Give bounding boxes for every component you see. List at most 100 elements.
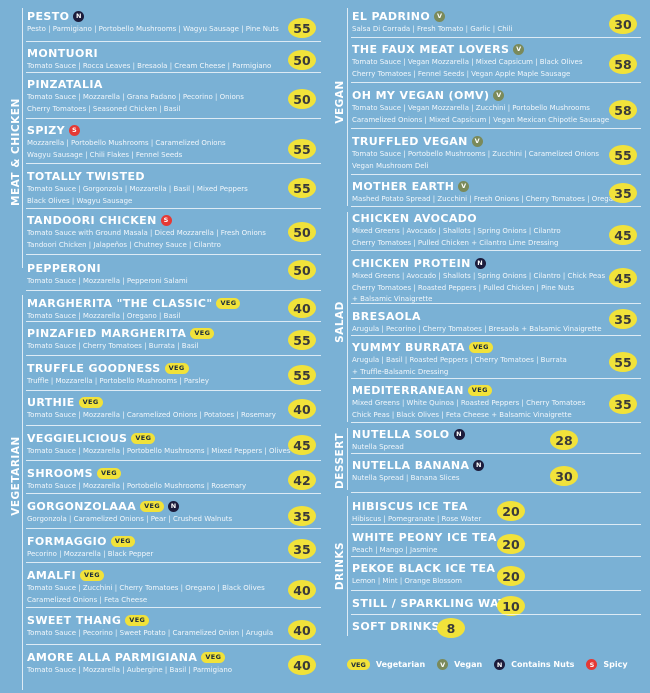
item-title: CHICKEN AVOCADO: [352, 212, 478, 225]
row-divider: [351, 250, 641, 251]
item-title: CHICKEN PROTEIN: [352, 257, 471, 270]
item-description: Mixed Greens | White Quinoa | Roasted Pe…: [352, 399, 586, 407]
left-menu-item: PESTO N Pesto | Parmigiano | Portobello Mu…: [27, 10, 279, 35]
row-divider: [351, 524, 641, 525]
item-name: PINZATALIA: [27, 78, 244, 91]
item-description: Nutella Spread | Banana Slices: [352, 474, 460, 482]
item-name: NUTELLA SOLO N: [352, 428, 465, 441]
item-description: Caramelized Onions | Mixed Capsicum | Ve…: [352, 115, 610, 124]
item-badge-v: V: [458, 181, 470, 192]
legend-nuts-badge: N: [494, 659, 506, 670]
price-badge: 50: [288, 89, 316, 109]
right-menu-item: STILL / SPARKLING WATER: [352, 597, 523, 610]
row-divider: [351, 614, 641, 615]
row-divider: [351, 82, 641, 83]
item-description: Cherry Tomatoes | Fennel Seeds | Vegan A…: [352, 69, 571, 78]
item-title: AMALFI: [27, 569, 76, 582]
item-name: STILL / SPARKLING WATER: [352, 597, 523, 610]
item-description: Pesto | Parmigiano | Portobello Mushroom…: [27, 25, 279, 33]
item-badge-n: N: [73, 11, 85, 22]
item-title: BRESAOLA: [352, 310, 421, 323]
item-description: Pecorino | Mozzarella | Black Pepper: [27, 550, 154, 558]
row-divider: [351, 453, 641, 454]
item-description: Arugula | Basil | Roasted Peppers | Cher…: [352, 356, 567, 364]
item-name: HIBISCUS ICE TEA: [352, 500, 481, 513]
item-badge-veg: VEG: [125, 615, 150, 626]
right-menu-item: HIBISCUS ICE TEA Hibiscus | Pomegranate |…: [352, 500, 481, 525]
price-badge: 20: [497, 566, 525, 586]
item-title: URTHIE: [27, 396, 75, 409]
item-name: NUTELLA BANANA N: [352, 459, 485, 472]
item-title: HIBISCUS ICE TEA: [352, 500, 468, 513]
price-badge: 58: [609, 100, 637, 120]
left-menu-item: SPIZY S Mozzarella | Portobello Mushrooms …: [27, 124, 226, 160]
price-badge: 50: [288, 50, 316, 70]
item-description: Mozzarella | Portobello Mushrooms | Cara…: [27, 139, 226, 147]
item-badge-veg: VEG: [467, 385, 492, 396]
price-badge: 30: [550, 466, 578, 486]
left-menu-item: MONTUORI Tomato Sauce | Rocca Leaves | Br…: [27, 47, 271, 72]
right-menu-item: MOTHER EARTH V Mashed Potato Spread | Zucc…: [352, 180, 622, 205]
price-badge: 55: [288, 330, 316, 350]
left-menu-item: GORGONZOLAAA VEG N Gorgonzola | Caramelized…: [27, 500, 232, 525]
section-drinks: DRINKS: [334, 541, 346, 591]
item-description: Nutella Spread: [352, 443, 404, 451]
item-name: SOFT DRINKS: [352, 620, 440, 633]
item-description: + Balsamic Vinaigrette: [352, 295, 433, 303]
item-badge-veg: VEG: [164, 363, 189, 374]
row-divider: [26, 460, 321, 461]
row-divider: [26, 493, 321, 494]
item-description: Cherry Tomatoes | Seasoned Chicken | Bas…: [27, 104, 181, 113]
item-name: PEPPERONI: [27, 262, 188, 275]
right-menu-item: NUTELLA SOLO N Nutella Spread: [352, 428, 465, 453]
row-divider: [26, 390, 321, 391]
item-description: Tomato Sauce | Mozzarella | Oregano | Ba…: [27, 312, 181, 320]
row-divider: [26, 290, 321, 291]
price-badge: 35: [609, 394, 637, 414]
price-badge: 35: [288, 506, 316, 526]
item-badge-veg: VEG: [468, 342, 493, 353]
divider-vegetarian: [22, 295, 23, 690]
right-menu-item: WHITE PEONY ICE TEA Peach | Mango | Jasmi…: [352, 531, 497, 556]
item-description: Gorgonzola | Caramelized Onions | Pear |…: [27, 515, 233, 523]
item-name: EL PADRINO V: [352, 10, 513, 23]
item-badge-veg: VEG: [216, 298, 241, 309]
item-badge-n: N: [474, 258, 486, 269]
item-name: VEGGIELICIOUS VEG: [27, 432, 290, 445]
row-divider: [26, 355, 321, 356]
legend-vegan-label: Vegan: [454, 660, 483, 669]
legend: VEG Vegetarian V Vegan N Contains Nuts S…: [347, 659, 634, 670]
divider-dessert: [347, 428, 348, 490]
item-title: TRUFFLED VEGAN: [352, 135, 468, 148]
price-badge: 45: [609, 268, 637, 288]
price-badge: 55: [288, 365, 316, 385]
item-title: TRUFFLE GOODNESS: [27, 362, 161, 375]
item-name: TOTALLY TWISTED: [27, 170, 248, 183]
price-badge: 42: [288, 470, 316, 490]
item-description: Cherry Tomatoes | Pulled Chicken + Cilan…: [352, 238, 559, 247]
right-menu-item: NUTELLA BANANA N Nutella Spread | Banana S…: [352, 459, 485, 484]
left-menu-item: PINZATALIA Tomato Sauce | Mozzarella | Gr…: [27, 78, 244, 114]
item-badge-v: V: [471, 136, 483, 147]
price-badge: 30: [609, 14, 637, 34]
item-description: Black Olives | Wagyu Sausage: [27, 196, 133, 205]
price-badge: 55: [288, 178, 316, 198]
item-name: TRUFFLED VEGAN V: [352, 135, 599, 148]
item-description: Tomato Sauce | Vegan Mozzarella | Zucchi…: [352, 104, 590, 112]
divider-salad: [347, 212, 348, 422]
item-title: MEDITERRANEAN: [352, 384, 464, 397]
item-title: PEPPERONI: [27, 262, 101, 275]
item-title: SWEET THANG: [27, 614, 122, 627]
item-title: MARGHERITA "THE CLASSIC": [27, 297, 213, 310]
row-divider: [351, 590, 641, 591]
item-badge-veg: VEG: [140, 501, 165, 512]
section-vegetarian: VEGETARIAN: [10, 436, 22, 516]
price-badge: 40: [288, 298, 316, 318]
row-divider: [26, 41, 321, 42]
item-title: TOTALLY TWISTED: [27, 170, 145, 183]
item-description: Tomato Sauce | Pecorino | Sweet Potato |…: [27, 629, 274, 637]
row-divider: [26, 163, 321, 164]
price-badge: 55: [288, 18, 316, 38]
left-menu-item: TRUFFLE GOODNESS VEG Truffle | Mozzarella …: [27, 362, 209, 387]
left-menu-item: AMALFI VEG Tomato Sauce | Zucchini | Cherr…: [27, 569, 265, 605]
